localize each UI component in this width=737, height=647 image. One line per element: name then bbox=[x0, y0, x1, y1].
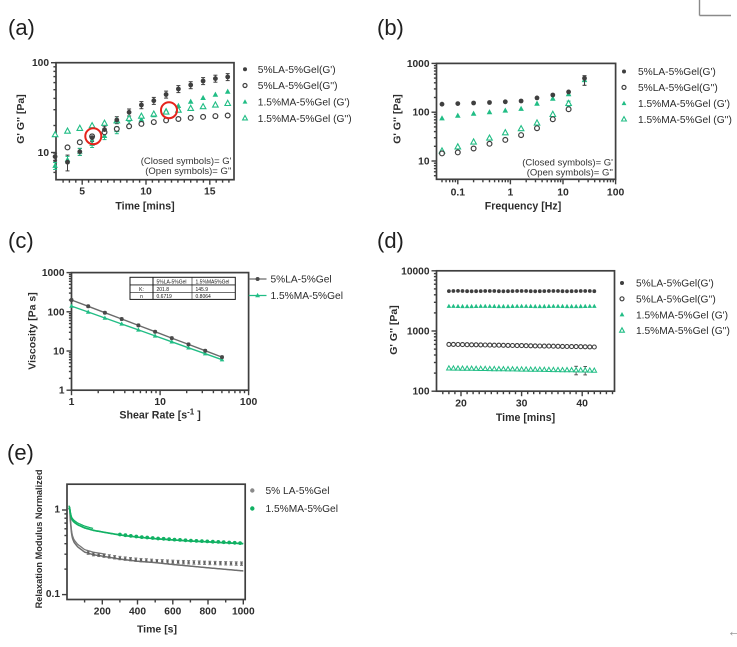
svg-text:20: 20 bbox=[455, 399, 467, 410]
svg-text:5%LA-5%Gel(G'): 5%LA-5%Gel(G') bbox=[638, 67, 716, 78]
svg-text:1.5%MA-5%Gel: 1.5%MA-5%Gel bbox=[266, 504, 338, 515]
svg-text:100: 100 bbox=[240, 397, 258, 408]
svg-text:G' G'' [Pa]: G' G'' [Pa] bbox=[15, 94, 27, 144]
svg-text:100: 100 bbox=[413, 387, 430, 398]
svg-text:100: 100 bbox=[48, 307, 65, 318]
svg-text:5% LA-5%Gel: 5% LA-5%Gel bbox=[266, 486, 330, 497]
svg-text:1.5%MA-5%Gel (G'): 1.5%MA-5%Gel (G') bbox=[638, 99, 730, 110]
svg-text:10000: 10000 bbox=[401, 266, 430, 277]
svg-text:1.5%MA-5%Gel (G''): 1.5%MA-5%Gel (G'') bbox=[636, 326, 730, 337]
svg-text:1.5%MA-5%Gel (G''): 1.5%MA-5%Gel (G'') bbox=[258, 114, 352, 125]
svg-text:5%LA-5%Gel(G''): 5%LA-5%Gel(G'') bbox=[636, 295, 716, 306]
svg-text:1000: 1000 bbox=[407, 59, 430, 70]
svg-text:100: 100 bbox=[32, 58, 49, 69]
svg-text:0.1: 0.1 bbox=[451, 188, 466, 199]
svg-text:(Open symbols)= G'': (Open symbols)= G'' bbox=[145, 166, 231, 177]
svg-text:Time [s]: Time [s] bbox=[137, 624, 177, 636]
svg-text:1: 1 bbox=[59, 386, 65, 397]
svg-text:G' G'' [Pa]: G' G'' [Pa] bbox=[392, 94, 404, 144]
svg-text:40: 40 bbox=[576, 399, 588, 410]
svg-text:5%LA-5%Gel(G'): 5%LA-5%Gel(G') bbox=[636, 279, 714, 290]
svg-text:600: 600 bbox=[164, 607, 181, 618]
svg-text:←: ← bbox=[727, 623, 737, 640]
svg-text:1.5%MA-5%Gel: 1.5%MA-5%Gel bbox=[271, 291, 343, 302]
svg-text:(d): (d) bbox=[377, 228, 404, 253]
svg-text:1.5%MA5%Gel: 1.5%MA5%Gel bbox=[196, 279, 230, 285]
svg-text:0.6719: 0.6719 bbox=[157, 294, 173, 300]
svg-text:1.5%MA-5%Gel (G'): 1.5%MA-5%Gel (G') bbox=[636, 310, 728, 321]
svg-text:1: 1 bbox=[54, 505, 60, 516]
svg-text:5: 5 bbox=[79, 186, 85, 197]
svg-text:Time [mins]: Time [mins] bbox=[115, 201, 174, 213]
svg-text:200: 200 bbox=[94, 607, 111, 618]
svg-text:100: 100 bbox=[607, 188, 625, 199]
svg-text:30: 30 bbox=[516, 399, 528, 410]
svg-text:Shear Rate [s-1 ]: Shear Rate [s-1 ] bbox=[119, 408, 200, 422]
svg-text:1000: 1000 bbox=[407, 327, 430, 338]
svg-text:10: 10 bbox=[38, 148, 50, 159]
svg-text:(e): (e) bbox=[7, 440, 34, 465]
svg-text:Frequency [Hz]: Frequency [Hz] bbox=[485, 201, 562, 213]
svg-text:10: 10 bbox=[140, 186, 152, 197]
svg-text:Relaxation Modulus Normalized: Relaxation Modulus Normalized bbox=[34, 470, 44, 609]
svg-text:1000: 1000 bbox=[42, 268, 65, 279]
svg-text:10: 10 bbox=[53, 347, 65, 358]
svg-text:5%LA-5%Gel(G''): 5%LA-5%Gel(G'') bbox=[258, 81, 338, 92]
svg-text:800: 800 bbox=[200, 607, 217, 618]
svg-text:201.8: 201.8 bbox=[157, 287, 170, 293]
svg-text:400: 400 bbox=[129, 607, 146, 618]
svg-text:(Closed symbols)= G': (Closed symbols)= G' bbox=[522, 158, 613, 169]
svg-text:(Open symbols)= G'': (Open symbols)= G'' bbox=[527, 168, 613, 179]
svg-text:5%LA-5%Gel(G''): 5%LA-5%Gel(G'') bbox=[638, 83, 718, 94]
svg-text:10: 10 bbox=[154, 397, 166, 408]
svg-text:100: 100 bbox=[413, 108, 430, 119]
svg-text:0.8064: 0.8064 bbox=[196, 294, 212, 300]
svg-text:145.9: 145.9 bbox=[196, 287, 209, 293]
svg-text:G' G'' [Pa]: G' G'' [Pa] bbox=[388, 305, 400, 355]
svg-text:1.5%MA-5%Gel (G'): 1.5%MA-5%Gel (G') bbox=[258, 98, 350, 109]
svg-text:(a): (a) bbox=[8, 15, 35, 40]
svg-text:5%LA-5%Gel: 5%LA-5%Gel bbox=[271, 275, 332, 286]
svg-text:0.1: 0.1 bbox=[46, 589, 60, 600]
svg-text:(c): (c) bbox=[8, 228, 34, 253]
svg-text:Viscosity [Pa s]: Viscosity [Pa s] bbox=[27, 292, 39, 369]
svg-text:15: 15 bbox=[204, 186, 216, 197]
svg-text:10: 10 bbox=[418, 157, 430, 168]
svg-text:K:: K: bbox=[139, 287, 144, 293]
svg-text:n: n bbox=[140, 294, 143, 300]
svg-text:5%LA-5%Gel(G'): 5%LA-5%Gel(G') bbox=[258, 65, 336, 76]
svg-text:10: 10 bbox=[557, 188, 569, 199]
svg-text:1.5%MA-5%Gel (G''): 1.5%MA-5%Gel (G'') bbox=[638, 115, 732, 126]
svg-text:1: 1 bbox=[69, 397, 75, 408]
svg-text:1: 1 bbox=[508, 188, 514, 199]
svg-text:(Closed symbols)= G': (Closed symbols)= G' bbox=[141, 156, 232, 167]
svg-text:Time [mins]: Time [mins] bbox=[496, 412, 555, 424]
svg-text:5%LA-5%Gel: 5%LA-5%Gel bbox=[157, 279, 187, 285]
svg-text:(b): (b) bbox=[377, 15, 404, 40]
svg-text:1000: 1000 bbox=[232, 607, 255, 618]
